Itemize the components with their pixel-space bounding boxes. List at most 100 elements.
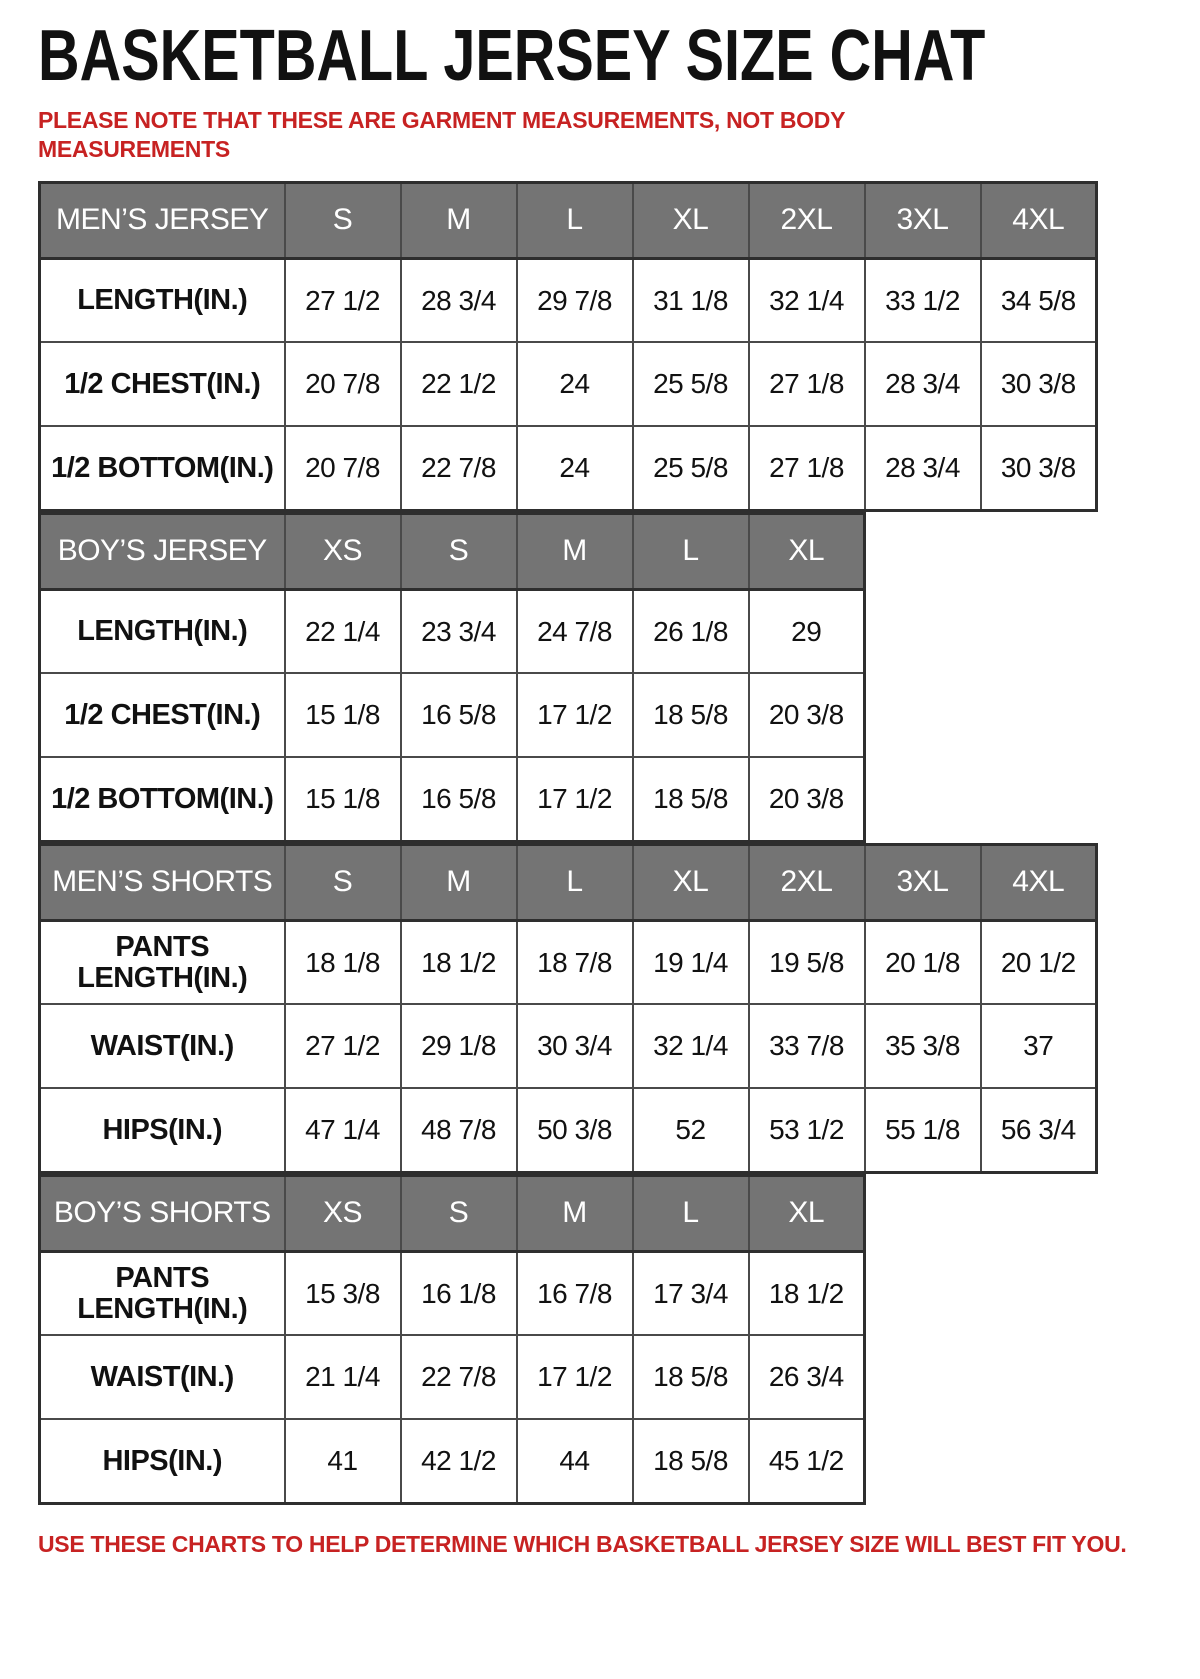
value-cell: 18 5/8	[631, 1418, 750, 1505]
size-header-cell: S	[399, 1174, 518, 1253]
size-header-cell: 4XL	[979, 181, 1098, 260]
size-header-cell: 4XL	[979, 843, 1098, 922]
value-cell: 24 7/8	[515, 588, 634, 675]
value-cell: 22 1/4	[283, 588, 402, 675]
value-cell: 16 7/8	[515, 1250, 634, 1337]
value-cell: 20 1/8	[863, 919, 982, 1006]
row-label-cell: WAIST(IN.)	[38, 1003, 286, 1090]
size-table-container-mens-jersey: MEN’S JERSEY S M L XL 2XL 3XL 4XL LENGTH(IN.) 27 …	[38, 180, 1200, 512]
value-cell: 15 1/8	[283, 672, 402, 759]
value-cell: 20 3/8	[747, 672, 866, 759]
table-row: 1/2 CHEST(IN.) 20 7/8 22 1/2 24 25 5/8 27 1/8…	[38, 341, 1098, 428]
value-cell: 20 7/8	[283, 425, 402, 512]
value-cell: 26 1/8	[631, 588, 750, 675]
table-row: 1/2 CHEST(IN.) 15 1/8 16 5/8 17 1/2 18 5/8 20…	[38, 672, 866, 759]
table-title-cell: MEN’S JERSEY	[38, 181, 286, 260]
size-table-container-mens-shorts: MEN’S SHORTS S M L XL 2XL 3XL 4XL PANTS LENGTH(I…	[38, 842, 1200, 1174]
table-row: WAIST(IN.) 27 1/2 29 1/8 30 3/4 32 1/4 33 7/8…	[38, 1003, 1098, 1090]
row-label-cell: LENGTH(IN.)	[38, 588, 286, 675]
row-label-cell: HIPS(IN.)	[38, 1418, 286, 1505]
value-cell: 29	[747, 588, 866, 675]
size-header-cell: XL	[631, 843, 750, 922]
size-header-cell: XS	[283, 1174, 402, 1253]
value-cell: 52	[631, 1087, 750, 1174]
size-table-container-boys-jersey: BOY’S JERSEY XS S M L XL LENGTH(IN.) 22 1/4 23 3…	[38, 511, 1200, 843]
value-cell: 20 1/2	[979, 919, 1098, 1006]
value-cell: 17 1/2	[515, 756, 634, 843]
table-row: LENGTH(IN.) 27 1/2 28 3/4 29 7/8 31 1/8 32 1/…	[38, 257, 1098, 344]
value-cell: 31 1/8	[631, 257, 750, 344]
value-cell: 56 3/4	[979, 1087, 1098, 1174]
table-row: HIPS(IN.) 47 1/4 48 7/8 50 3/8 52 53 1/2 55 1/…	[38, 1087, 1098, 1174]
row-label-cell: 1/2 CHEST(IN.)	[38, 341, 286, 428]
value-cell: 15 1/8	[283, 756, 402, 843]
value-cell: 27 1/8	[747, 425, 866, 512]
table-row: WAIST(IN.) 21 1/4 22 7/8 17 1/2 18 5/8 26 3/4	[38, 1334, 866, 1421]
row-label-cell: LENGTH(IN.)	[38, 257, 286, 344]
value-cell: 33 7/8	[747, 1003, 866, 1090]
value-cell: 27 1/2	[283, 1003, 402, 1090]
value-cell: 18 5/8	[631, 756, 750, 843]
value-cell: 37	[979, 1003, 1098, 1090]
row-label-cell: PANTS LENGTH(IN.)	[38, 919, 286, 1006]
value-cell: 22 1/2	[399, 341, 518, 428]
value-cell: 32 1/4	[747, 257, 866, 344]
size-header-cell: L	[631, 1174, 750, 1253]
table-row: HIPS(IN.) 41 42 1/2 44 18 5/8 45 1/2	[38, 1418, 866, 1505]
value-cell: 24	[515, 341, 634, 428]
tables: MEN’S JERSEY S M L XL 2XL 3XL 4XL LENGTH(IN.) 27 …	[38, 180, 1200, 1505]
value-cell: 27 1/8	[747, 341, 866, 428]
value-cell: 32 1/4	[631, 1003, 750, 1090]
value-cell: 28 3/4	[863, 341, 982, 428]
size-header-cell: 3XL	[863, 843, 982, 922]
size-header-cell: 2XL	[747, 843, 866, 922]
size-header-cell: XS	[283, 512, 402, 591]
value-cell: 17 3/4	[631, 1250, 750, 1337]
value-cell: 18 1/2	[747, 1250, 866, 1337]
value-cell: 30 3/4	[515, 1003, 634, 1090]
size-header-cell: M	[515, 1174, 634, 1253]
table-row: 1/2 BOTTOM(IN.) 20 7/8 22 7/8 24 25 5/8 27 1/…	[38, 425, 1098, 512]
table-header-row: BOY’S JERSEY XS S M L XL	[38, 512, 866, 591]
value-cell: 19 1/4	[631, 919, 750, 1006]
size-header-cell: XL	[747, 512, 866, 591]
table-row: 1/2 BOTTOM(IN.) 15 1/8 16 5/8 17 1/2 18 5/8 2…	[38, 756, 866, 843]
value-cell: 15 3/8	[283, 1250, 402, 1337]
value-cell: 24	[515, 425, 634, 512]
size-header-cell: L	[631, 512, 750, 591]
value-cell: 28 3/4	[863, 425, 982, 512]
value-cell: 16 1/8	[399, 1250, 518, 1337]
value-cell: 22 7/8	[399, 1334, 518, 1421]
value-cell: 53 1/2	[747, 1087, 866, 1174]
table-title-cell: BOY’S JERSEY	[38, 512, 286, 591]
size-table-mens-jersey: MEN’S JERSEY S M L XL 2XL 3XL 4XL LENGTH(IN.) 27 …	[38, 180, 1098, 512]
row-label-cell: PANTS LENGTH(IN.)	[38, 1250, 286, 1337]
value-cell: 30 3/8	[979, 425, 1098, 512]
value-cell: 28 3/4	[399, 257, 518, 344]
size-header-cell: XL	[631, 181, 750, 260]
value-cell: 25 5/8	[631, 425, 750, 512]
value-cell: 25 5/8	[631, 341, 750, 428]
value-cell: 48 7/8	[399, 1087, 518, 1174]
value-cell: 45 1/2	[747, 1418, 866, 1505]
table-title-cell: BOY’S SHORTS	[38, 1174, 286, 1253]
row-label-cell: 1/2 BOTTOM(IN.)	[38, 425, 286, 512]
value-cell: 18 1/8	[283, 919, 402, 1006]
table-title-cell: MEN’S SHORTS	[38, 843, 286, 922]
value-cell: 18 1/2	[399, 919, 518, 1006]
value-cell: 26 3/4	[747, 1334, 866, 1421]
row-label-cell: 1/2 BOTTOM(IN.)	[38, 756, 286, 843]
size-header-cell: L	[515, 843, 634, 922]
value-cell: 16 5/8	[399, 756, 518, 843]
value-cell: 33 1/2	[863, 257, 982, 344]
value-cell: 42 1/2	[399, 1418, 518, 1505]
value-cell: 34 5/8	[979, 257, 1098, 344]
size-header-cell: L	[515, 181, 634, 260]
value-cell: 20 7/8	[283, 341, 402, 428]
table-row: LENGTH(IN.) 22 1/4 23 3/4 24 7/8 26 1/8 29	[38, 588, 866, 675]
row-label-cell: 1/2 CHEST(IN.)	[38, 672, 286, 759]
value-cell: 47 1/4	[283, 1087, 402, 1174]
value-cell: 20 3/8	[747, 756, 866, 843]
value-cell: 55 1/8	[863, 1087, 982, 1174]
value-cell: 35 3/8	[863, 1003, 982, 1090]
